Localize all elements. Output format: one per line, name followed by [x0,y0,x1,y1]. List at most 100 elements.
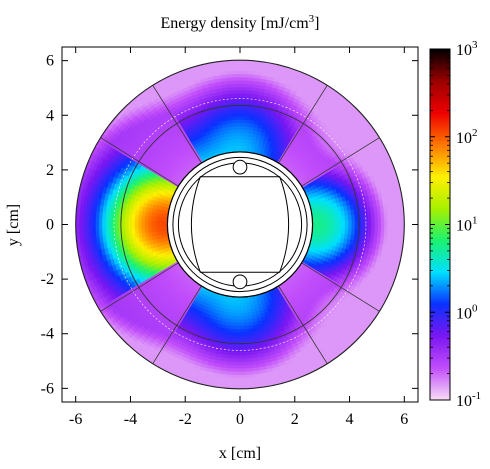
heat-cell [150,224,155,229]
heat-cell [232,142,237,147]
heat-cell [160,227,165,232]
heat-cell [239,119,246,124]
x-tick-label: 4 [346,411,354,428]
heat-cell [234,345,241,350]
heat-cell [361,224,366,231]
heat-cell [344,219,349,225]
heat-cell [239,306,245,311]
heat-cell [243,302,248,307]
heat-cell [98,217,103,225]
colorbar-tick-label: 10-1 [456,390,481,410]
heat-cell [341,224,346,230]
heat-cell [239,142,245,146]
heat-cell [234,329,241,334]
heat-cell [387,217,392,225]
heat-cell [338,224,343,230]
heat-cell [111,218,116,225]
heat-cell [233,351,241,356]
heat-cell [224,60,234,65]
heat-cell [233,89,241,94]
heat-cell [233,86,241,91]
heat-cell [243,138,249,143]
heat-cell [239,384,248,389]
heat-cell [140,224,145,230]
heat-cell [233,358,241,363]
heat-cell [384,217,389,225]
heat-cell [239,86,247,91]
heat-cell [239,371,248,376]
heat-cell [234,99,241,104]
heat-cell [235,122,241,127]
heat-cell [114,218,119,225]
heat-cell [239,325,246,330]
heat-cell [341,219,346,225]
heat-cell [367,224,372,231]
heat-cell [325,224,330,229]
heat-cell [233,76,241,81]
heat-cell [243,306,249,311]
heat-cell [239,60,248,65]
heat-cell [233,355,241,360]
heat-cell [325,220,330,225]
heat-cell [233,365,241,370]
heat-cell [239,355,247,360]
heat-cell [351,224,356,230]
heat-cell [160,224,165,229]
heat-cell [239,312,245,317]
heat-cell [239,345,246,350]
heat-cell [233,79,241,84]
y-tick-label: 4 [46,107,54,124]
heat-cell [235,312,241,317]
heat-cell [361,218,366,225]
heat-cell [239,332,246,337]
heat-cell [239,374,248,379]
heat-cell [78,216,83,225]
heat-cell [108,224,113,231]
heat-cell [111,224,116,231]
heat-cell [239,309,245,314]
x-tick-label: 6 [400,411,408,428]
heat-cell [384,224,389,232]
heat-cell [147,215,152,221]
heat-cell [380,224,385,232]
heat-cell [239,319,245,324]
heat-cell [239,89,247,94]
heat-cell [394,217,399,225]
heat-cell [239,76,247,81]
heat-cell [315,224,320,229]
chart-title: Energy density [mJ/cm3] [161,13,320,32]
heat-cell [390,224,395,232]
heat-cell [239,135,245,140]
heat-cell [134,224,139,230]
heat-cell [243,299,248,304]
heat-cell [234,342,241,347]
heat-cell [234,338,241,343]
heat-cell [224,384,234,389]
heat-cell [367,218,372,225]
heat-cell [318,224,323,229]
heat-cell [239,329,246,334]
heat-cell [239,303,245,307]
heat-cell [101,218,106,225]
heat-cell [246,384,256,389]
heat-cell [239,106,246,111]
heat-cell [233,361,241,366]
heat-cell [318,220,323,225]
heat-cell [239,378,248,383]
heat-cell [121,218,126,225]
heat-cell [371,224,376,231]
colorbar-tick-label: 102 [456,127,478,147]
heat-cell [124,224,129,230]
heat-cell [239,128,245,133]
heat-cell [390,217,395,225]
heat-cell [236,145,241,150]
heat-cell [232,302,237,307]
heat-cell [239,125,245,130]
heat-cell [239,358,247,363]
x-tick-label: -4 [124,411,137,428]
heat-cell [235,128,241,133]
heat-cell [95,217,100,225]
heat-cell [235,132,241,137]
heat-cell [88,217,93,225]
heat-cell [236,299,241,304]
